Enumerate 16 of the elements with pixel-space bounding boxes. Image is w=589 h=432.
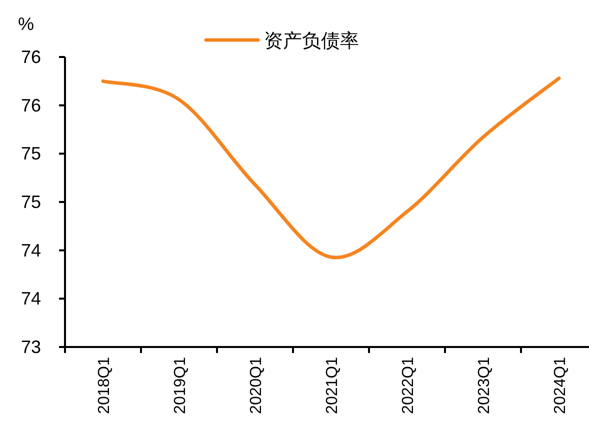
y-tick-label: 76 bbox=[20, 95, 41, 116]
x-tick-label: 2019Q1 bbox=[172, 356, 189, 414]
x-tick-label: 2018Q1 bbox=[96, 356, 113, 414]
y-tick-label: 74 bbox=[20, 288, 41, 309]
x-tick-label: 2022Q1 bbox=[400, 356, 417, 414]
y-tick-label: 74 bbox=[20, 240, 41, 260]
x-tick-label: 2024Q1 bbox=[552, 356, 569, 414]
x-tick-label: 2023Q1 bbox=[476, 356, 493, 414]
x-tick-label: 2021Q1 bbox=[324, 356, 341, 414]
y-tick-label: 75 bbox=[20, 192, 41, 212]
legend-label: 资产负债率 bbox=[264, 30, 359, 52]
y-tick-label: 75 bbox=[20, 144, 41, 164]
y-tick-label: 73 bbox=[20, 337, 41, 357]
y-tick-label: 76 bbox=[20, 47, 41, 67]
x-tick-label: 2020Q1 bbox=[248, 356, 265, 414]
y-axis-title: % bbox=[18, 14, 34, 34]
